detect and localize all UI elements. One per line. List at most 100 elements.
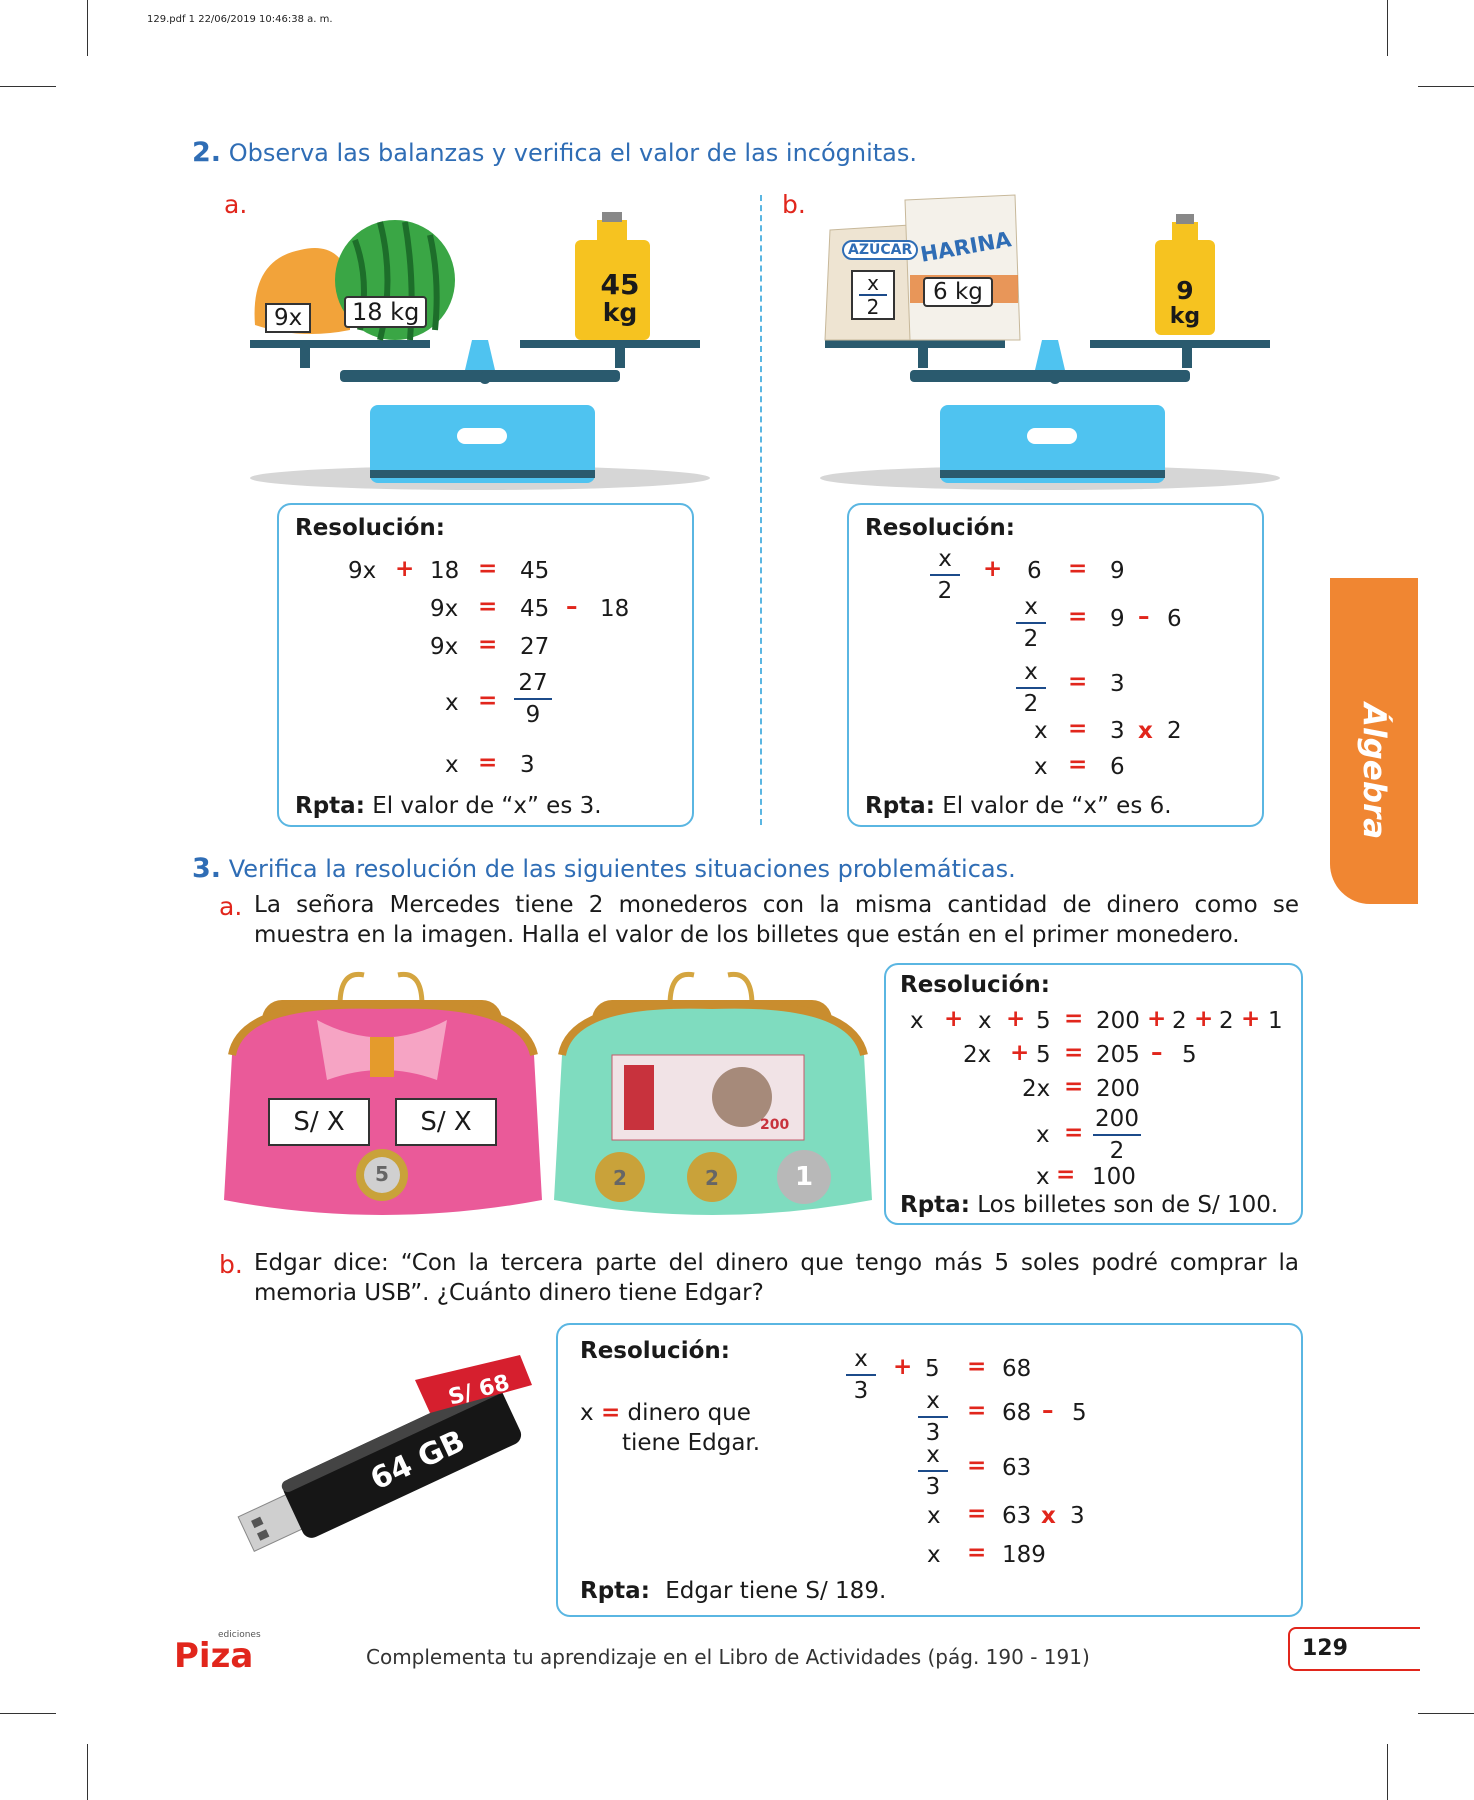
math-term: 9 bbox=[1110, 606, 1125, 632]
weight-45: 45 bbox=[600, 268, 640, 301]
math-equals: = bbox=[478, 594, 498, 620]
math-term: 18 bbox=[600, 596, 630, 622]
problem-line: Edgar dice: “Con la tercera parte del di… bbox=[254, 1250, 1299, 1276]
item-letter-b: b. bbox=[219, 1250, 243, 1279]
math-term: x bbox=[1036, 1164, 1050, 1190]
math-operator: – bbox=[1042, 1398, 1054, 1424]
math-equals: = bbox=[967, 1540, 987, 1566]
fraction-numerator: x bbox=[854, 1346, 868, 1372]
exercise-number: 3. bbox=[192, 853, 222, 884]
math-term: 189 bbox=[1002, 1542, 1046, 1568]
answer-3a: Rpta: Los billetes son de S/ 100. bbox=[900, 1192, 1278, 1218]
fraction-numerator: x bbox=[926, 1388, 940, 1414]
sugar-fraction: x 2 bbox=[851, 270, 895, 320]
math-term: 9x bbox=[430, 634, 459, 660]
math-term: 5 bbox=[1036, 1008, 1051, 1034]
label-18kg: 18 kg bbox=[344, 296, 428, 328]
math-term: x bbox=[927, 1503, 941, 1529]
math-fraction: 200 2 bbox=[1093, 1106, 1141, 1164]
banknote-value: 200 bbox=[760, 1117, 790, 1133]
coin-1: 1 bbox=[794, 1162, 814, 1192]
definition-line2: tiene Edgar. bbox=[622, 1430, 761, 1456]
math-term: 3 bbox=[520, 752, 535, 778]
problem-line: memoria USB”. ¿Cuánto dinero tiene Edgar… bbox=[254, 1280, 764, 1306]
math-term: 45 bbox=[520, 596, 550, 622]
math-term: 2 bbox=[1167, 718, 1182, 744]
math-term: 6 bbox=[1110, 754, 1125, 780]
math-operator: + bbox=[944, 1006, 964, 1032]
fraction-numerator: x bbox=[1024, 659, 1038, 685]
coin-2: 2 bbox=[705, 1166, 719, 1190]
fraction-numerator: x bbox=[1024, 594, 1038, 620]
problem-line: muestra en la imagen. Halla el valor de … bbox=[254, 922, 1240, 948]
math-equals: = bbox=[1056, 1162, 1076, 1188]
weight-kg-b: kg bbox=[1169, 304, 1201, 329]
math-term: 2x bbox=[1022, 1076, 1051, 1102]
footer-text: Complementa tu aprendizaje en el Libro d… bbox=[366, 1645, 1090, 1669]
answer-3b: Rpta: Edgar tiene S/ 189. bbox=[580, 1578, 886, 1604]
crop-mark bbox=[1418, 86, 1474, 87]
crop-mark bbox=[1387, 1744, 1388, 1800]
math-term: 5 bbox=[1072, 1400, 1087, 1426]
math-equals: = bbox=[1064, 1040, 1084, 1066]
item-letter-a: a. bbox=[219, 892, 243, 921]
math-term: 5 bbox=[1036, 1042, 1051, 1068]
answer-label: Rpta: bbox=[580, 1578, 650, 1604]
math-term: 3 bbox=[1110, 718, 1125, 744]
problem-text-a: La señora Mercedes tiene 2 monederos con… bbox=[254, 890, 1299, 950]
weight-kg: kg bbox=[602, 298, 638, 327]
math-term: 2 bbox=[1172, 1008, 1187, 1034]
math-term: x bbox=[927, 1542, 941, 1568]
exercise-3-title: 3. Verifica la resolución de las siguien… bbox=[192, 853, 1016, 884]
fraction-denominator: 3 bbox=[853, 1378, 869, 1404]
crop-mark bbox=[0, 1713, 56, 1714]
fraction-numerator: x bbox=[938, 546, 952, 572]
math-term: x bbox=[1034, 718, 1048, 744]
print-info: 129.pdf 1 22/06/2019 10:46:38 a. m. bbox=[147, 14, 333, 25]
resolution-title: Resolución: bbox=[580, 1338, 730, 1364]
problem-line: La señora Mercedes tiene 2 monederos con… bbox=[254, 892, 1299, 918]
fraction-denominator: 9 bbox=[525, 702, 541, 728]
resolution-box-2b bbox=[847, 503, 1264, 827]
math-operator: – bbox=[1138, 604, 1150, 630]
weight-9: 9 bbox=[1176, 276, 1194, 305]
math-equals: = bbox=[1068, 604, 1088, 630]
math-operator: + bbox=[1147, 1006, 1167, 1032]
publisher-logo: ediciones Piza bbox=[174, 1630, 261, 1673]
math-term: 63 bbox=[1002, 1455, 1032, 1481]
answer-2b: Rpta: El valor de “x” es 6. bbox=[865, 793, 1172, 819]
math-equals: = bbox=[1068, 752, 1088, 778]
math-operator: + bbox=[983, 556, 1003, 582]
math-equals: = bbox=[1068, 556, 1088, 582]
definition-var: x bbox=[580, 1400, 594, 1426]
problem-text-b: Edgar dice: “Con la tercera parte del di… bbox=[254, 1248, 1299, 1308]
sugar-bag-label: AZÚCAR bbox=[842, 240, 919, 260]
fraction-denominator: 2 bbox=[937, 578, 953, 604]
math-term: 200 bbox=[1096, 1008, 1140, 1034]
page-number: 129 bbox=[1302, 1636, 1348, 1661]
math-term: 68 bbox=[1002, 1356, 1032, 1382]
balance-scale-a bbox=[250, 212, 710, 490]
crop-mark bbox=[1418, 1713, 1474, 1714]
crop-mark bbox=[1387, 0, 1388, 56]
math-fraction: x 2 bbox=[930, 546, 960, 604]
math-equals: = bbox=[967, 1354, 987, 1380]
answer-text: Edgar tiene S/ 189. bbox=[665, 1578, 887, 1604]
math-term: x bbox=[978, 1008, 992, 1034]
coin-2: 2 bbox=[613, 1166, 627, 1190]
math-equals: = bbox=[967, 1453, 987, 1479]
math-operator: + bbox=[1194, 1006, 1214, 1032]
math-term: 2x bbox=[963, 1042, 992, 1068]
item-letter-a: a. bbox=[224, 190, 248, 219]
math-term: 100 bbox=[1092, 1164, 1136, 1190]
math-term: x bbox=[445, 690, 459, 716]
math-operator: + bbox=[395, 556, 415, 582]
math-equals: = bbox=[478, 688, 498, 714]
green-purse bbox=[554, 971, 872, 1215]
math-term: x bbox=[910, 1008, 924, 1034]
fraction-denominator: 3 bbox=[925, 1474, 941, 1500]
math-term: 63 bbox=[1002, 1503, 1032, 1529]
math-equals: = bbox=[478, 632, 498, 658]
math-term: 18 bbox=[430, 558, 460, 584]
math-term: 6 bbox=[1167, 606, 1182, 632]
